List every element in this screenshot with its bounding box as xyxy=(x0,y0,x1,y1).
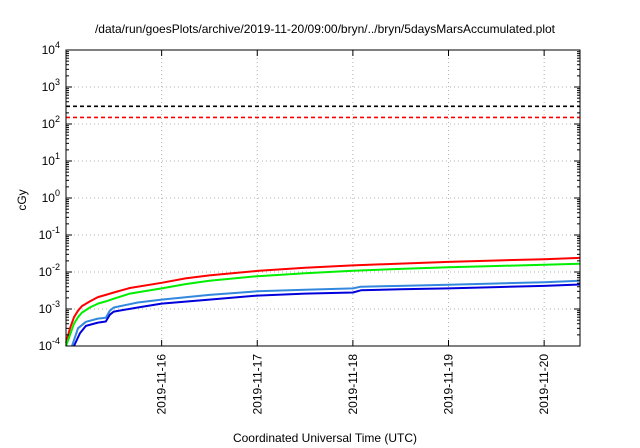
y-tick-label: 10-4 xyxy=(39,336,60,353)
y-tick-label: 103 xyxy=(42,77,60,94)
reference-lines xyxy=(66,105,580,119)
series-lines xyxy=(65,256,581,347)
y-tick-label: 102 xyxy=(42,114,60,131)
y-tick-label: 10-1 xyxy=(39,225,60,242)
y-tick-label: 104 xyxy=(42,40,60,57)
x-axis-label: Coordinated Universal Time (UTC) xyxy=(233,431,417,445)
y-tick-label: 10-3 xyxy=(39,299,60,316)
y-tick-label: 10-2 xyxy=(39,262,60,279)
series-line xyxy=(73,283,581,347)
y-tick-label: 101 xyxy=(42,151,60,168)
x-tick-label: 2019-11-20 xyxy=(537,354,551,415)
series-line xyxy=(65,256,581,344)
y-axis-label: cGy xyxy=(15,189,29,210)
y-tick-label: 100 xyxy=(42,188,60,205)
x-axis: 2019-11-16 2019-11-17 2019-11-18 2019-11-19… xyxy=(155,50,551,415)
x-tick-label: 2019-11-19 xyxy=(442,354,456,415)
series-line xyxy=(65,262,581,347)
x-tick-label: 2019-11-17 xyxy=(250,354,264,415)
grid-lines xyxy=(66,50,580,346)
x-tick-label: 2019-11-16 xyxy=(155,354,169,415)
y-axis: 10-4 10-3 10-2 10-1 100 101 102 103 104 xyxy=(39,40,580,353)
x-tick-label: 2019-11-18 xyxy=(346,354,360,415)
series-line xyxy=(71,279,581,347)
chart-title: /data/run/goesPlots/archive/2019-11-20/0… xyxy=(95,22,556,36)
